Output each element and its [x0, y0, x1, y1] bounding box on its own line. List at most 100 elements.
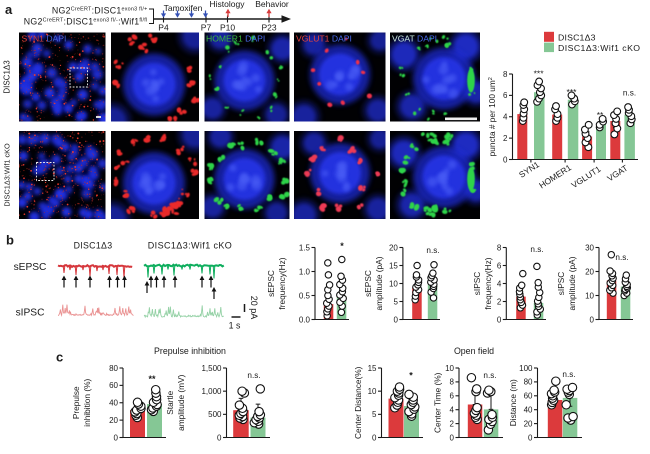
svg-text:20: 20 — [109, 416, 118, 425]
svg-text:*: * — [409, 371, 413, 381]
svg-text:1,500: 1,500 — [201, 364, 222, 373]
svg-text:P7: P7 — [201, 23, 212, 33]
svg-text:DISC1Δ3: DISC1Δ3 — [74, 241, 113, 251]
svg-text:6: 6 — [503, 91, 508, 100]
svg-text:n.s.: n.s. — [247, 371, 260, 380]
svg-text:0: 0 — [217, 433, 222, 442]
svg-text:DISC1Δ3:Wif1 cKO: DISC1Δ3:Wif1 cKO — [3, 143, 12, 207]
svg-text:10: 10 — [585, 291, 594, 300]
svg-text:inhibition (%): inhibition (%) — [82, 379, 92, 427]
svg-text:frequency(Hz): frequency(Hz) — [483, 257, 493, 309]
svg-text:P10: P10 — [220, 23, 235, 33]
svg-text:SYN1: SYN1 — [517, 159, 541, 180]
svg-text:sIPSC: sIPSC — [16, 308, 45, 319]
svg-text:puncta # per 100 um2: puncta # per 100 um2 — [487, 77, 497, 156]
svg-text:SYN1 DAPI: SYN1 DAPI — [22, 34, 67, 44]
svg-text:sIPSC: sIPSC — [556, 272, 566, 296]
svg-text:NG2CreERT:DISC1exon3 fl/+: NG2CreERT:DISC1exon3 fl/+ — [52, 6, 148, 16]
svg-text:20: 20 — [389, 243, 398, 252]
svg-text:DISC1Δ3:Wif1 cKO: DISC1Δ3:Wif1 cKO — [558, 43, 641, 53]
svg-text:0: 0 — [114, 433, 119, 442]
svg-text:1.5: 1.5 — [299, 243, 311, 252]
svg-text:4: 4 — [497, 279, 502, 288]
svg-text:0: 0 — [503, 155, 508, 164]
svg-text:6: 6 — [497, 261, 502, 270]
svg-text:15: 15 — [368, 364, 377, 373]
svg-text:sIPSC: sIPSC — [472, 272, 482, 296]
svg-text:80: 80 — [109, 364, 118, 373]
svg-text:0: 0 — [528, 433, 533, 442]
svg-text:80: 80 — [524, 378, 533, 387]
svg-text:100: 100 — [519, 364, 533, 373]
svg-text:10: 10 — [445, 364, 454, 373]
svg-text:Open field: Open field — [454, 346, 494, 356]
svg-text:Behavior: Behavior — [255, 0, 289, 9]
svg-text:n.s.: n.s. — [483, 371, 496, 380]
svg-text:0: 0 — [393, 315, 398, 324]
svg-text:Prepulse: Prepulse — [71, 386, 81, 419]
svg-text:a: a — [5, 2, 13, 17]
svg-text:sEPSC: sEPSC — [14, 262, 47, 273]
svg-text:c: c — [56, 350, 63, 365]
svg-text:VGLUT1: VGLUT1 — [569, 164, 602, 191]
svg-text:20 pA: 20 pA — [249, 296, 259, 320]
svg-text:0: 0 — [497, 315, 502, 324]
svg-text:n.s.: n.s. — [530, 245, 543, 254]
svg-text:HOMER1 DAPI: HOMER1 DAPI — [206, 34, 265, 44]
svg-text:1 s: 1 s — [229, 321, 241, 331]
svg-text:***: *** — [567, 87, 578, 97]
svg-text:2: 2 — [497, 297, 502, 306]
svg-text:10: 10 — [368, 387, 377, 396]
svg-text:60: 60 — [109, 381, 118, 390]
svg-text:VGLUT1 DAPI: VGLUT1 DAPI — [296, 34, 352, 44]
svg-text:40: 40 — [524, 406, 533, 415]
svg-text:40: 40 — [109, 399, 118, 408]
svg-text:0: 0 — [450, 433, 455, 442]
svg-text:DISC1Δ3: DISC1Δ3 — [558, 32, 596, 42]
svg-text:n.s.: n.s. — [562, 370, 575, 379]
svg-text:Prepulse inhibition: Prepulse inhibition — [154, 346, 226, 356]
svg-text:8: 8 — [497, 243, 502, 252]
svg-text:***: *** — [534, 69, 545, 79]
svg-text:8: 8 — [503, 70, 508, 79]
svg-text:sEPSC: sEPSC — [363, 270, 373, 297]
svg-text:20: 20 — [585, 267, 594, 276]
svg-text:Center Distance(%): Center Distance(%) — [353, 366, 363, 439]
svg-text:8: 8 — [450, 378, 455, 387]
svg-text:2: 2 — [503, 134, 508, 143]
svg-text:sEPSC: sEPSC — [266, 270, 276, 297]
svg-text:60: 60 — [524, 392, 533, 401]
svg-text:DISC1Δ3: DISC1Δ3 — [3, 60, 12, 94]
svg-text:0: 0 — [590, 315, 595, 324]
svg-text:NG2CreERT:DISC1exon3 fl/-:Wif1: NG2CreERT:DISC1exon3 fl/-:Wif1fl/fl — [24, 17, 148, 27]
svg-text:15: 15 — [389, 261, 398, 270]
svg-text:0.0: 0.0 — [299, 315, 311, 324]
svg-text:**: ** — [597, 110, 604, 120]
svg-text:Histology: Histology — [210, 0, 246, 9]
svg-text:1,000: 1,000 — [201, 387, 222, 396]
svg-text:b: b — [6, 233, 14, 248]
svg-text:5: 5 — [393, 297, 398, 306]
svg-text:*: * — [340, 241, 344, 251]
svg-text:frequency(Hz): frequency(Hz) — [277, 257, 287, 309]
svg-text:HOMER1: HOMER1 — [537, 162, 573, 190]
svg-text:Distance (m): Distance (m) — [508, 379, 518, 426]
svg-text:n.s.: n.s. — [623, 89, 636, 98]
svg-text:n.s.: n.s. — [615, 253, 628, 262]
svg-text:4: 4 — [503, 113, 508, 122]
svg-text:4: 4 — [450, 406, 455, 415]
svg-text:P4: P4 — [158, 23, 169, 33]
svg-text:6: 6 — [450, 392, 455, 401]
svg-text:DISC1Δ3:Wif1 cKO: DISC1Δ3:Wif1 cKO — [148, 241, 232, 251]
svg-text:Center Time (%): Center Time (%) — [433, 372, 443, 433]
svg-text:amplitude (pA): amplitude (pA) — [567, 256, 577, 310]
svg-text:2: 2 — [450, 419, 455, 428]
svg-text:0.5: 0.5 — [299, 291, 311, 300]
svg-text:500: 500 — [208, 410, 222, 419]
svg-text:0: 0 — [372, 433, 377, 442]
svg-text:**: ** — [148, 374, 156, 384]
svg-text:P23: P23 — [261, 23, 276, 33]
svg-text:20: 20 — [524, 419, 533, 428]
svg-text:10: 10 — [389, 279, 398, 288]
svg-text:30: 30 — [585, 243, 594, 252]
